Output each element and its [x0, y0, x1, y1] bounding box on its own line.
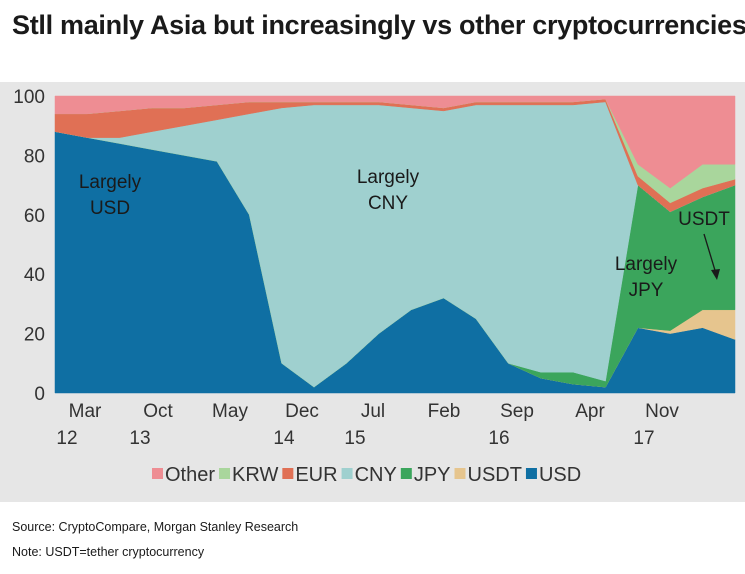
annotation-text: Largely — [79, 172, 142, 193]
legend-label-krw: KRW — [232, 464, 278, 486]
x-tick-year: 12 — [56, 428, 77, 449]
x-tick-month: Sep — [500, 401, 534, 422]
footnote: Note: USDT=tether cryptocurrency — [12, 545, 205, 559]
annotations: Largely USD Largely CNY Largely JPY USDT — [79, 167, 730, 301]
legend-label-eur: EUR — [295, 464, 337, 486]
x-tick-month: Apr — [575, 401, 605, 422]
y-tick-label: 60 — [24, 206, 45, 227]
usdt-arrow-head — [711, 269, 720, 280]
legend-swatch-eur — [282, 468, 294, 479]
legend-swatch-jpy — [400, 468, 412, 479]
source-note: Source: CryptoCompare, Morgan Stanley Re… — [12, 520, 299, 534]
legend-label-usdt: USDT — [468, 464, 522, 486]
legend-label-other: Other — [165, 464, 215, 486]
x-tick-month: Oct — [143, 401, 173, 422]
y-tick-label: 40 — [24, 265, 45, 286]
legend-swatch-other — [152, 468, 163, 479]
annotation-text: CNY — [368, 193, 408, 214]
legend: Other KRW EUR CNY JPY USDT USD — [152, 464, 581, 486]
x-tick-year: 13 — [129, 428, 150, 449]
x-axis-ticks: Mar 12 Oct 13 May Dec 14 Jul 15 Feb Sep 16 Apr Nov 17 — [56, 401, 679, 449]
x-tick-month: Feb — [428, 401, 461, 422]
legend-label-cny: CNY — [355, 464, 397, 486]
stacked-area-chart: 0 20 40 60 80 100 Mar 12 Oct 13 May Dec 14 Jul 15 Feb S… — [13, 87, 736, 486]
annotation-text: Largely — [615, 254, 678, 275]
legend-swatch-usdt — [454, 468, 466, 479]
legend-label-jpy: JPY — [414, 464, 451, 486]
x-tick-year: 15 — [344, 428, 365, 449]
y-tick-label: 80 — [24, 146, 45, 167]
legend-swatch-cny — [341, 468, 353, 479]
annotation-text: Largely — [357, 167, 420, 188]
legend-swatch-krw — [219, 468, 231, 479]
x-tick-year: 16 — [488, 428, 509, 449]
y-tick-label: 20 — [24, 325, 45, 346]
chart-title: Stll mainly Asia but increasingly vs oth… — [12, 10, 745, 40]
x-tick-month: Dec — [285, 401, 319, 422]
area-other — [54, 95, 736, 189]
annotation-text: USD — [90, 198, 130, 219]
y-axis-ticks: 0 20 40 60 80 100 — [13, 87, 45, 405]
x-tick-month: Mar — [69, 401, 102, 422]
x-tick-month: May — [212, 401, 248, 422]
legend-label-usd: USD — [539, 464, 581, 486]
legend-swatch-usd — [525, 468, 537, 479]
area-series — [54, 95, 736, 394]
x-tick-month: Jul — [361, 401, 385, 422]
x-tick-month: Nov — [645, 401, 679, 422]
annotation-text: USDT — [678, 209, 730, 230]
y-tick-label: 0 — [34, 384, 45, 405]
x-tick-year: 17 — [633, 428, 654, 449]
chart-panel: 0 20 40 60 80 100 Mar 12 Oct 13 May Dec 14 Jul 15 Feb S… — [0, 82, 745, 502]
annotation-text: JPY — [629, 280, 664, 301]
y-tick-label: 100 — [13, 87, 45, 108]
x-tick-year: 14 — [273, 428, 295, 449]
